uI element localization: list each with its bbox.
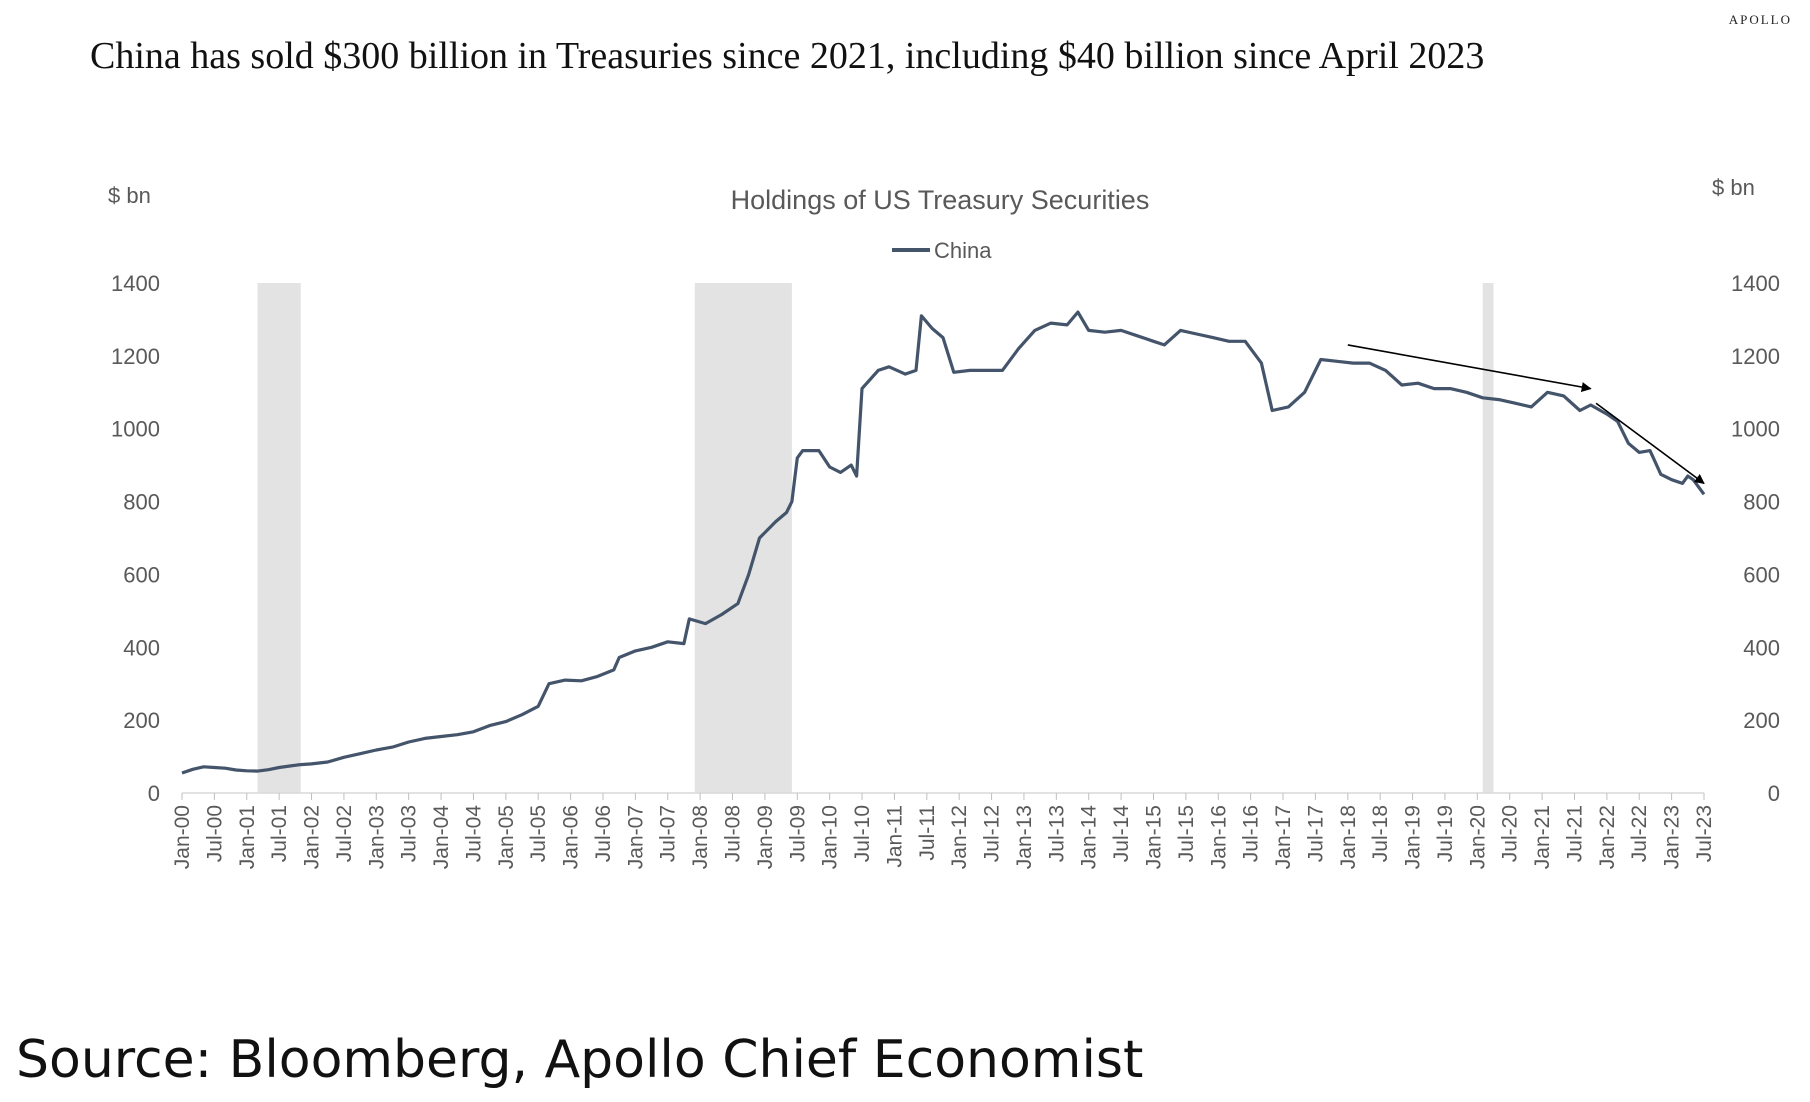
x-tick-label: Jul-19 [1434, 805, 1457, 862]
y-axis-right: 0 200 400 600 800 1000 1200 1400 [1731, 271, 1780, 806]
x-tick-label: Jul-18 [1369, 805, 1392, 862]
x-tick-label: Jan-02 [301, 805, 324, 869]
x-tick-label: Jan-17 [1272, 805, 1295, 869]
y-axis-label-right: $ bn [1712, 175, 1755, 200]
x-tick-label: Jul-17 [1304, 805, 1327, 862]
x-tick-label: Jul-10 [851, 805, 874, 862]
x-tick-label: Jan-01 [236, 805, 259, 869]
x-tick-label: Jan-04 [430, 805, 453, 870]
x-tick-label: Jan-14 [1078, 805, 1101, 870]
x-tick-label: Jul-11 [916, 805, 939, 861]
headline: China has sold $300 billion in Treasurie… [90, 35, 1485, 77]
y-tick-label-right: 400 [1743, 635, 1780, 660]
source-note: Source: Bloomberg, Apollo Chief Economis… [16, 1030, 1144, 1090]
series-line-china [181, 310, 1706, 775]
annotation-arrow-1 [1595, 402, 1705, 484]
x-tick-label: Jan-19 [1402, 805, 1425, 869]
x-tick-label: Jul-20 [1499, 805, 1522, 862]
x-tick-label: Jul-15 [1175, 805, 1198, 862]
x-tick-label: Jul-00 [203, 805, 226, 862]
x-tick-label: Jan-21 [1531, 805, 1554, 869]
legend: China [892, 238, 992, 263]
x-axis: Jan-00 Jul-00 Jan-01 Jul-01 Jan-02 Jul-02 Jan-… [171, 793, 1716, 869]
x-tick-label: Jan-22 [1596, 805, 1619, 869]
y-tick-label-right: 1000 [1731, 417, 1780, 442]
y-axis-left: 0 200 400 600 800 1000 1200 1400 [111, 271, 160, 806]
y-tick-label-right: 200 [1743, 708, 1780, 733]
x-tick-label: Jul-04 [462, 805, 485, 863]
x-tick-label: Jul-16 [1240, 805, 1263, 862]
y-axis-label-left: $ bn [108, 183, 151, 208]
annotation-arrow-0 [1347, 344, 1592, 392]
x-tick-label: Jan-07 [624, 805, 647, 869]
x-tick-label: Jan-08 [689, 805, 712, 869]
x-tick-label: Jul-21 [1563, 805, 1586, 862]
y-tick-label-left: 600 [123, 562, 160, 587]
x-tick-label: Jan-20 [1466, 805, 1489, 869]
x-tick-label: Jan-00 [171, 805, 194, 869]
x-tick-label: Jan-09 [754, 805, 777, 869]
x-tick-label: Jan-12 [948, 805, 971, 869]
recession-shading [257, 283, 1494, 793]
x-tick-label: Jul-22 [1628, 805, 1651, 862]
x-tick-label: Jul-23 [1693, 805, 1716, 862]
chart-title: Holdings of US Treasury Securities [731, 185, 1150, 215]
x-tick-label: Jul-06 [592, 805, 615, 862]
x-tick-label: Jan-23 [1661, 805, 1684, 869]
y-tick-label-left: 1400 [111, 271, 160, 296]
x-tick-label: Jan-16 [1207, 805, 1230, 869]
y-tick-label-right: 1200 [1731, 344, 1780, 369]
y-tick-label-left: 1000 [111, 417, 160, 442]
x-tick-label: Jul-05 [527, 805, 550, 862]
recession-band-0 [257, 283, 301, 793]
x-tick-label: Jul-02 [333, 805, 356, 862]
x-tick-label: Jul-14 [1110, 805, 1133, 863]
y-tick-label-right: 1400 [1731, 271, 1780, 296]
y-tick-label-right: 800 [1743, 490, 1780, 515]
x-tick-label: Jan-06 [560, 805, 583, 869]
y-tick-label-right: 600 [1743, 562, 1780, 587]
x-tick-label: Jan-11 [883, 805, 906, 868]
brand-logo: APOLLO [1728, 12, 1792, 27]
x-tick-label: Jan-05 [495, 805, 518, 869]
y-tick-label-left: 800 [123, 490, 160, 515]
x-tick-label: Jan-13 [1013, 805, 1036, 869]
x-tick-label: Jul-08 [722, 805, 745, 862]
x-tick-label: Jul-03 [398, 805, 421, 862]
x-tick-label: Jul-09 [786, 805, 809, 862]
y-tick-label-left: 0 [148, 781, 160, 806]
y-tick-label-left: 200 [123, 708, 160, 733]
y-tick-label-left: 1200 [111, 344, 160, 369]
legend-label-china: China [934, 238, 992, 263]
y-tick-label-right: 0 [1768, 781, 1780, 806]
x-tick-label: Jul-07 [657, 805, 680, 862]
x-tick-label: Jul-13 [1045, 805, 1068, 862]
x-tick-label: Jul-01 [268, 805, 291, 862]
x-tick-label: Jul-12 [981, 805, 1004, 862]
trend-arrows [1347, 344, 1705, 484]
y-tick-label-left: 400 [123, 635, 160, 660]
recession-band-1 [694, 283, 792, 793]
x-tick-label: Jan-10 [819, 805, 842, 869]
recession-band-2 [1482, 283, 1494, 793]
x-tick-label: Jan-03 [365, 805, 388, 869]
x-tick-label: Jan-18 [1337, 805, 1360, 869]
x-tick-label: Jan-15 [1142, 805, 1165, 869]
